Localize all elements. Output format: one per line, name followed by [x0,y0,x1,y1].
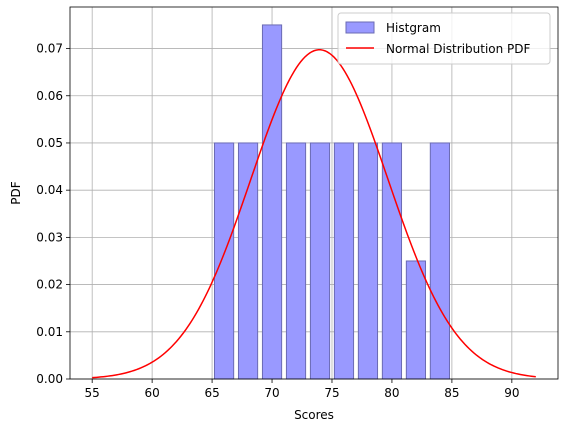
histogram-bar [261,24,283,380]
y-tick-label: 0.04 [36,183,63,197]
histogram-bar [333,142,355,380]
y-tick-label: 0.00 [36,372,63,386]
legend-histogram-swatch [345,21,375,34]
histogram-bar [285,142,307,380]
x-axis-label: Scores [294,408,334,422]
histogram-bar [309,142,331,380]
legend-histogram-label: Histgram [386,21,441,35]
axis-ticks: 55 60 65 70 75 80 85 90 0.00 0.01 0.02 0.03 0.04 0.05… [36,42,519,400]
x-tick-label: 80 [384,386,399,400]
x-tick-label: 75 [324,386,339,400]
x-tick-label: 60 [144,386,159,400]
y-tick-label: 0.06 [36,89,63,103]
histogram-bars [213,24,450,380]
histogram-bar [429,142,450,380]
legend-curve-label: Normal Distribution PDF [386,42,531,56]
x-tick-label: 70 [264,386,279,400]
legend: Histgram Normal Distribution PDF [337,12,551,65]
y-tick-label: 0.02 [36,278,63,292]
plot-frame [69,6,559,380]
normal-pdf-curve [92,49,536,379]
y-tick-label: 0.07 [36,42,63,56]
y-tick-label: 0.03 [36,230,63,244]
histogram-bar [213,142,235,380]
y-tick-label: 0.05 [36,136,63,150]
histogram-bar [405,260,427,380]
y-tick-label: 0.01 [36,325,63,339]
histogram-bar [237,142,259,380]
histogram-bar [381,142,403,380]
x-tick-label: 90 [504,386,519,400]
legend-box [337,12,551,65]
x-tick-label: 55 [85,386,100,400]
histogram-bar [357,142,379,380]
x-tick-label: 85 [444,386,459,400]
x-tick-label: 65 [204,386,219,400]
y-axis-label: PDF [9,181,23,204]
